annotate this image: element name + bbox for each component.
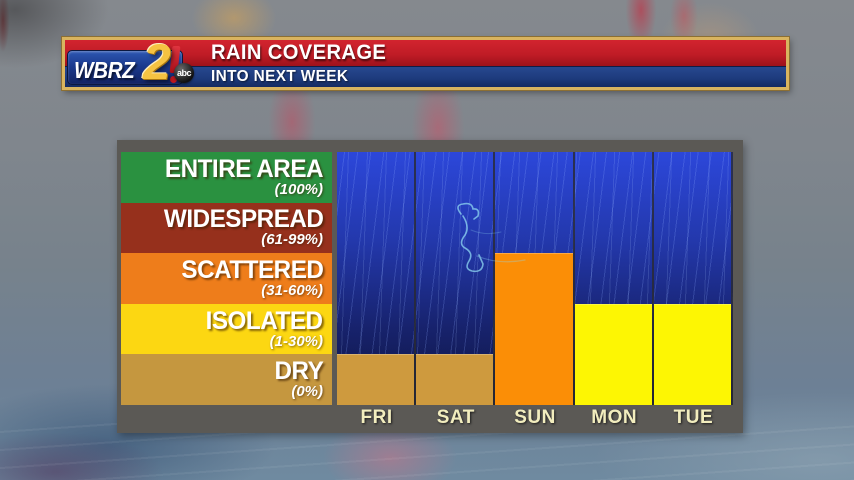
- legend-row-dry: DRY (0%): [121, 354, 332, 405]
- legend-range: (61-99%): [261, 231, 323, 249]
- legend-label: WIDESPREAD: [163, 205, 323, 234]
- day-label-sat: SAT: [436, 407, 475, 428]
- legend-row-widespread: WIDESPREAD (61-99%): [121, 202, 332, 254]
- logo-blue-plate: [67, 50, 183, 85]
- wbrz-station-logo: WBRZ 2 abc: [65, 34, 215, 90]
- bar-fri: [337, 354, 415, 405]
- day-label-fri: FRI: [360, 407, 393, 428]
- chart-panel: ENTIRE AREA (100%) WIDESPREAD (61-99%) S…: [117, 140, 743, 433]
- lightning-icon: [457, 202, 526, 273]
- abc-network-icon: abc: [174, 63, 194, 83]
- bar-sat: [416, 354, 494, 405]
- day-label-tue: TUE: [673, 407, 714, 428]
- legend-label: ENTIRE AREA: [164, 154, 324, 183]
- bar-sun: [495, 253, 573, 405]
- banner-subtitle-bar: INTO NEXT WEEK: [65, 67, 786, 87]
- bar-mon: [574, 303, 652, 405]
- chart-column-mon: [574, 152, 654, 405]
- chart-column-fri: [337, 152, 417, 405]
- page-title: RAIN COVERAGE: [211, 41, 387, 64]
- chart-column-sun: [495, 152, 575, 405]
- legend-range: (100%): [274, 180, 323, 198]
- chart-column-sat: [416, 152, 496, 405]
- bar-tue: [653, 303, 732, 405]
- logo-exclamation-dot: [170, 76, 177, 83]
- legend-row-entire-area: ENTIRE AREA (100%): [121, 152, 332, 203]
- legend-label: SCATTERED: [180, 255, 324, 284]
- page-subtitle: INTO NEXT WEEK: [211, 68, 349, 85]
- day-label-mon: MON: [591, 407, 638, 428]
- chart-column-tue: [653, 152, 734, 405]
- header-banner: RAIN COVERAGE INTO NEXT WEEK WBRZ 2 abc: [62, 34, 789, 90]
- day-label-sun: SUN: [514, 407, 556, 428]
- legend-range: (31-60%): [261, 281, 323, 299]
- legend-label: DRY: [274, 357, 323, 386]
- x-axis-day-labels: FRI SAT SUN MON TUE: [337, 405, 733, 433]
- coverage-legend: ENTIRE AREA (100%) WIDESPREAD (61-99%) S…: [121, 152, 332, 405]
- channel-number: 2: [143, 34, 171, 90]
- legend-row-isolated: ISOLATED (1-30%): [121, 303, 332, 355]
- legend-row-scattered: SCATTERED (31-60%): [121, 253, 332, 304]
- legend-range: (0%): [291, 383, 323, 401]
- legend-range: (1-30%): [269, 332, 323, 350]
- banner-title-bar: RAIN COVERAGE: [65, 40, 786, 67]
- bar-chart-plot-area: [337, 152, 734, 405]
- station-call-letters: WBRZ: [74, 57, 135, 83]
- legend-label: ISOLATED: [206, 306, 323, 335]
